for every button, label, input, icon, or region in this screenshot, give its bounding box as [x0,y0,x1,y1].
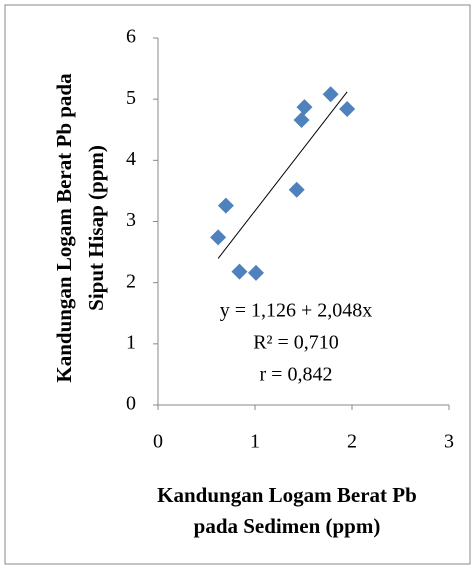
point [322,86,339,103]
x-axis-title: Kandungan Logam Berat Pb [157,483,417,507]
y-tick-label: 4 [126,148,136,170]
annotation: R² = 0,710 [253,332,339,354]
x-tick-label: 1 [250,431,260,453]
y-tick-label: 3 [126,209,136,231]
point [288,181,305,198]
x-tick-label: 3 [444,431,454,453]
chart-border [4,4,471,565]
x-tick-label: 2 [347,431,357,453]
y-tick-label: 1 [126,331,136,353]
y-tick-label: 2 [126,270,136,292]
y-tick-label: 0 [126,393,136,415]
point [293,111,310,128]
point [247,264,264,281]
y-axis-title: Siput Hisap (ppm) [84,145,108,311]
annotation: y = 1,126 + 2,048x [220,300,373,322]
y-tick-label: 5 [126,87,136,109]
y-tick-label: 6 [126,26,136,48]
point [231,263,248,280]
y-axis-title: Kandungan Logam Berat Pb pada [52,73,76,383]
x-tick-label: 0 [153,431,163,453]
x-axis-title: pada Sedimen (ppm) [194,514,381,538]
point [339,100,356,117]
point [210,229,227,246]
point [217,197,234,214]
trendline [217,91,348,259]
annotation: r = 0,842 [260,364,333,386]
point [296,99,313,116]
